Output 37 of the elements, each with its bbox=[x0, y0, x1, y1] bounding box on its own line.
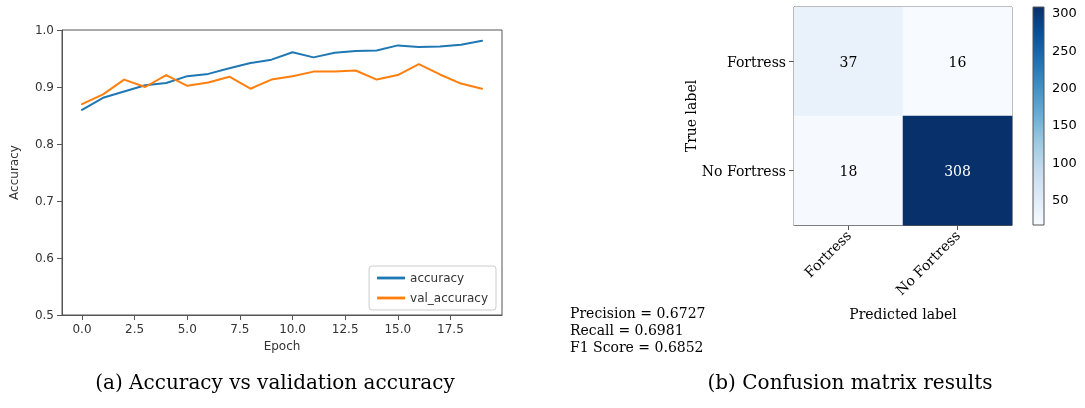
text: Precision = 0.6727 bbox=[570, 305, 706, 321]
data-label: 37 bbox=[839, 53, 858, 70]
line-series bbox=[81, 63, 483, 106]
x-tick-label: 7.5 bbox=[230, 322, 250, 336]
y-tick-label: 0.9 bbox=[34, 80, 54, 94]
color-bar-label: 300 bbox=[1052, 5, 1077, 21]
y-tick-label: 0.6 bbox=[34, 251, 54, 265]
text: (a) Accuracy vs validation accuracy bbox=[95, 370, 456, 394]
legend-label: val_accuracy bbox=[410, 291, 489, 305]
text: Recall = 0.6981 bbox=[570, 322, 684, 338]
color-bar-label: 100 bbox=[1052, 154, 1077, 170]
legend-label: accuracy bbox=[410, 271, 465, 285]
y-tick-label: 0.8 bbox=[34, 137, 54, 151]
x-tick-label: 0.0 bbox=[72, 322, 92, 336]
text: (b) Confusion matrix results bbox=[707, 370, 993, 394]
x-tick-label: 12.5 bbox=[331, 322, 359, 336]
x-tick-label: 17.5 bbox=[437, 322, 464, 336]
y-tick-label: 0.7 bbox=[34, 194, 54, 208]
x-axis-title: Predicted label bbox=[849, 306, 958, 322]
data-label: 18 bbox=[839, 162, 858, 179]
data-label: 16 bbox=[948, 53, 967, 70]
y-tick-label: 0.5 bbox=[34, 308, 54, 322]
y-axis-title: Accuracy bbox=[7, 145, 21, 200]
y-axis-title: True label bbox=[682, 79, 699, 153]
color-bar-label: 250 bbox=[1052, 42, 1077, 58]
x-axis-title: Epoch bbox=[263, 338, 301, 353]
color-bar-label: 200 bbox=[1052, 80, 1077, 96]
x-tick-label: 15.0 bbox=[384, 322, 412, 336]
line-series bbox=[81, 39, 483, 111]
color-bar-label: 50 bbox=[1052, 192, 1069, 208]
text: F1 Score = 0.6852 bbox=[570, 339, 704, 355]
x-tick-label: 5.0 bbox=[177, 322, 197, 336]
x-tick-label: 10.0 bbox=[279, 322, 306, 336]
color-bar-label: 150 bbox=[1052, 117, 1077, 133]
data-label: 308 bbox=[944, 162, 971, 179]
y-tick-label: 1.0 bbox=[34, 23, 54, 37]
x-tick-label: 2.5 bbox=[125, 322, 145, 336]
